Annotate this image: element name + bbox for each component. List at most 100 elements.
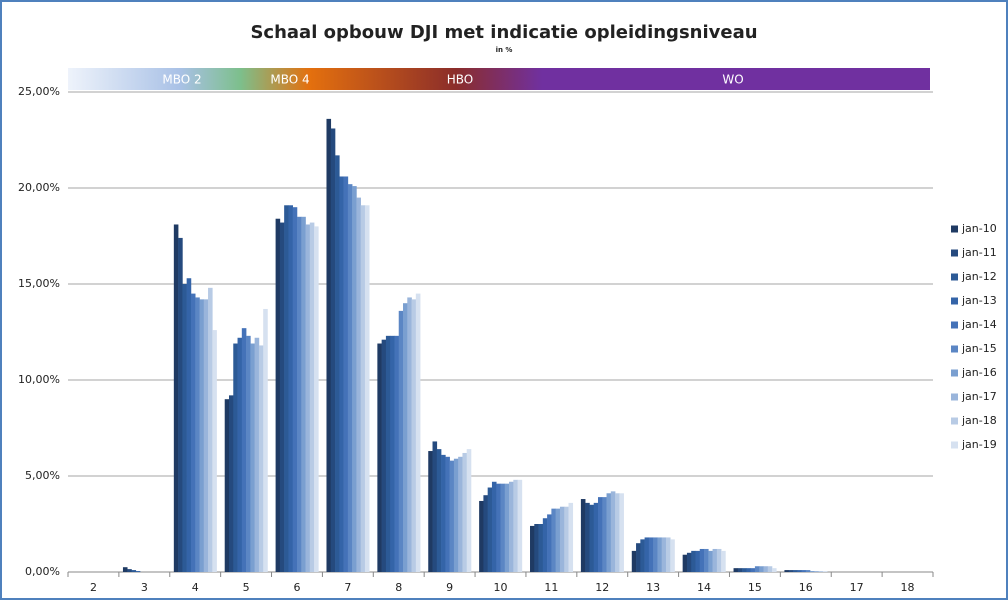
legend-swatch bbox=[951, 321, 958, 329]
bar bbox=[636, 543, 641, 572]
x-tick-label: 6 bbox=[293, 581, 300, 594]
bar bbox=[241, 328, 247, 572]
x-tick-label: 2 bbox=[90, 581, 97, 594]
bar bbox=[407, 297, 412, 572]
bar bbox=[449, 460, 455, 572]
bar bbox=[704, 548, 709, 572]
bar bbox=[699, 548, 705, 572]
bar bbox=[228, 395, 234, 572]
bar bbox=[190, 293, 196, 572]
bar bbox=[733, 568, 739, 572]
bar bbox=[504, 483, 510, 572]
bar bbox=[708, 550, 713, 572]
bar bbox=[415, 293, 421, 572]
bar bbox=[394, 335, 400, 572]
chart-title: Schaal opbouw DJI met indicatie opleidin… bbox=[250, 22, 757, 43]
legend-swatch bbox=[951, 393, 958, 401]
bar bbox=[263, 308, 268, 572]
bar bbox=[347, 184, 353, 572]
bar bbox=[352, 186, 357, 572]
bar bbox=[559, 506, 565, 572]
bar bbox=[296, 216, 302, 573]
bar bbox=[173, 224, 179, 573]
bar bbox=[292, 207, 298, 572]
bar bbox=[445, 456, 450, 572]
x-tick-label: 16 bbox=[799, 581, 813, 594]
bar bbox=[657, 537, 662, 572]
y-tick-label: 0,00% bbox=[25, 565, 60, 578]
bar bbox=[288, 205, 293, 572]
legend-label: jan-15 bbox=[961, 342, 997, 355]
legend-label: jan-10 bbox=[961, 222, 997, 235]
bar bbox=[763, 566, 769, 572]
bar bbox=[716, 548, 722, 572]
x-tick-label: 5 bbox=[243, 581, 250, 594]
bar bbox=[602, 497, 607, 572]
level-label: WO bbox=[722, 73, 743, 87]
bar bbox=[186, 278, 192, 572]
bar bbox=[237, 337, 243, 572]
bar bbox=[339, 176, 344, 573]
legend-swatch bbox=[951, 249, 958, 257]
x-tick-label: 17 bbox=[850, 581, 864, 594]
legend-label: jan-17 bbox=[961, 390, 997, 403]
y-tick-label: 20,00% bbox=[18, 181, 60, 194]
bar bbox=[385, 335, 391, 572]
bar bbox=[754, 566, 760, 572]
bar bbox=[364, 205, 370, 572]
y-tick-label: 15,00% bbox=[18, 277, 60, 290]
bar bbox=[398, 310, 404, 572]
level-band bbox=[68, 68, 930, 90]
bar bbox=[195, 297, 200, 572]
bar bbox=[500, 483, 506, 572]
bar bbox=[597, 497, 603, 572]
bar bbox=[551, 508, 556, 572]
bar bbox=[517, 479, 523, 572]
bar bbox=[224, 399, 230, 572]
bar bbox=[377, 343, 382, 572]
bar bbox=[483, 495, 488, 572]
legend-swatch bbox=[951, 345, 958, 353]
x-tick-label: 11 bbox=[544, 581, 558, 594]
bar bbox=[547, 514, 552, 572]
bar bbox=[644, 537, 650, 572]
legend-swatch bbox=[951, 225, 958, 233]
legend-label: jan-12 bbox=[961, 270, 997, 283]
bar bbox=[462, 452, 468, 572]
legend-swatch bbox=[951, 441, 958, 449]
legend-label: jan-14 bbox=[961, 318, 997, 331]
bar bbox=[810, 571, 815, 572]
bar bbox=[411, 299, 417, 572]
bar bbox=[212, 330, 217, 572]
bar bbox=[606, 493, 612, 572]
bar bbox=[542, 518, 548, 572]
bar bbox=[805, 570, 811, 572]
bar bbox=[564, 506, 569, 572]
bar bbox=[233, 343, 238, 572]
bar bbox=[314, 226, 319, 572]
x-tick-label: 14 bbox=[697, 581, 711, 594]
x-tick-label: 10 bbox=[494, 581, 508, 594]
x-tick-label: 15 bbox=[748, 581, 762, 594]
bar bbox=[767, 566, 773, 572]
bar bbox=[428, 451, 433, 572]
legend-swatch bbox=[951, 369, 958, 377]
bar bbox=[792, 570, 798, 572]
bar bbox=[284, 205, 289, 572]
level-label: MBO 2 bbox=[162, 73, 201, 87]
bar bbox=[335, 155, 340, 573]
bar bbox=[653, 537, 658, 572]
bar bbox=[670, 539, 675, 572]
bar bbox=[759, 566, 764, 572]
bar bbox=[648, 537, 654, 572]
bar bbox=[534, 524, 539, 572]
bar bbox=[258, 345, 264, 572]
bar bbox=[721, 550, 726, 572]
bar bbox=[326, 118, 332, 572]
legend-label: jan-11 bbox=[961, 246, 997, 259]
bar bbox=[496, 483, 501, 572]
bar bbox=[381, 339, 387, 572]
bar bbox=[309, 222, 315, 572]
x-tick-label: 3 bbox=[141, 581, 148, 594]
x-tick-label: 7 bbox=[344, 581, 351, 594]
